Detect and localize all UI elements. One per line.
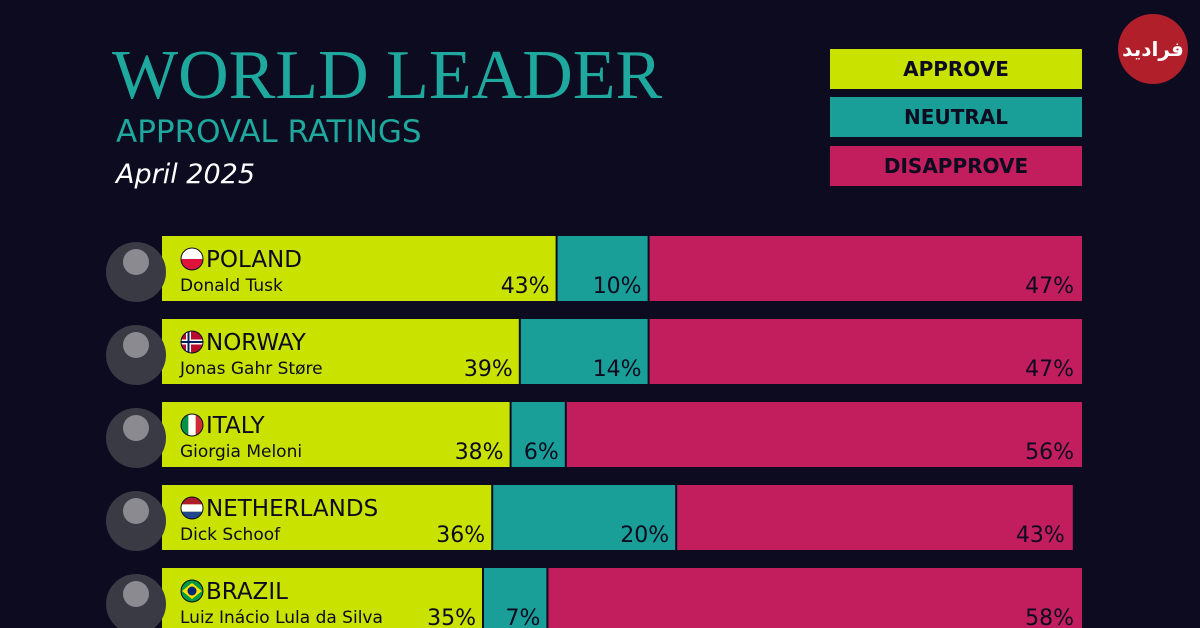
leader-label-italy: Giorgia Meloni <box>180 442 302 462</box>
legend-disapprove: DISAPPROVE <box>830 146 1082 186</box>
chart-date: April 2025 <box>116 159 256 190</box>
bar-neutral-netherlands <box>493 485 676 550</box>
bar-disapprove-italy <box>566 402 1082 467</box>
data-label-approve-netherlands: 36% <box>436 523 485 548</box>
bar-neutral-norway <box>520 319 648 384</box>
country-label-norway: NORWAY <box>206 330 307 356</box>
portrait-head-icon <box>123 249 149 275</box>
bar-disapprove-brazil <box>548 568 1082 628</box>
data-label-neutral-norway: 14% <box>593 357 642 382</box>
country-label-netherlands: NETHERLANDS <box>206 496 378 522</box>
data-label-disapprove-poland: 47% <box>1025 274 1074 299</box>
leader-label-brazil: Luiz Inácio Lula da Silva <box>180 608 383 628</box>
leader-label-poland: Donald Tusk <box>180 276 283 296</box>
data-label-approve-poland: 43% <box>501 274 550 299</box>
logo-text: فرادید <box>1122 37 1184 61</box>
data-label-disapprove-netherlands: 43% <box>1016 523 1065 548</box>
data-label-approve-norway: 39% <box>464 357 513 382</box>
data-label-neutral-poland: 10% <box>593 274 642 299</box>
portrait-head-icon <box>123 498 149 524</box>
data-label-approve-brazil: 35% <box>427 606 476 628</box>
country-label-poland: POLAND <box>206 247 302 273</box>
data-label-neutral-netherlands: 20% <box>620 523 669 548</box>
legend-neutral: NEUTRAL <box>830 97 1082 137</box>
bar-neutral-italy <box>511 402 565 467</box>
country-label-italy: ITALY <box>206 413 266 439</box>
bar-neutral-brazil <box>484 568 547 628</box>
bar-approve-poland <box>162 236 556 301</box>
bar-approve-italy <box>162 402 510 467</box>
country-label-brazil: BRAZIL <box>206 579 288 605</box>
data-label-approve-italy: 38% <box>455 440 504 465</box>
flag-icon-brazil <box>180 579 204 603</box>
legend-approve: APPROVE <box>830 49 1082 89</box>
portrait-head-icon <box>123 415 149 441</box>
bar-disapprove-norway <box>649 319 1082 384</box>
portrait-head-icon <box>123 332 149 358</box>
brand-logo: فرادید <box>1118 14 1188 84</box>
data-label-neutral-brazil: 7% <box>505 606 540 628</box>
bar-approve-norway <box>162 319 519 384</box>
bar-approve-netherlands <box>162 485 492 550</box>
flag-icon-italy <box>180 413 204 437</box>
bar-disapprove-netherlands <box>677 485 1073 550</box>
flag-icon-norway <box>180 330 204 354</box>
chart-title: WORLD LEADER <box>112 37 663 114</box>
portrait-head-icon <box>123 581 149 607</box>
bar-neutral-poland <box>557 236 648 301</box>
bar-disapprove-poland <box>649 236 1082 301</box>
flag-icon-poland <box>180 247 204 271</box>
chart-subtitle: APPROVAL RATINGS <box>116 114 422 150</box>
flag-icon-netherlands <box>180 496 204 520</box>
data-label-disapprove-norway: 47% <box>1025 357 1074 382</box>
data-label-disapprove-italy: 56% <box>1025 440 1074 465</box>
data-label-disapprove-brazil: 58% <box>1025 606 1074 628</box>
leader-label-netherlands: Dick Schoof <box>180 525 281 545</box>
data-label-neutral-italy: 6% <box>524 440 559 465</box>
bar-approve-brazil <box>162 568 482 628</box>
leader-label-norway: Jonas Gahr Støre <box>179 359 323 379</box>
